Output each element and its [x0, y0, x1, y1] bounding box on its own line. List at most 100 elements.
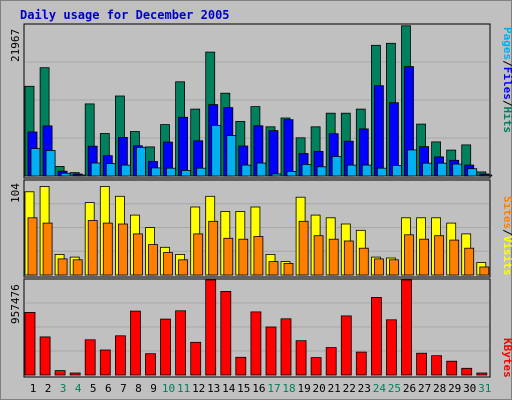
kbytes-bar-kbytes-day-7 — [115, 335, 126, 376]
legend-pages: Pages — [501, 27, 512, 60]
hits-bar-pages-day-31 — [482, 174, 493, 177]
x-tick-label-27: 27 — [418, 382, 431, 395]
x-tick-label-18: 18 — [282, 382, 295, 395]
kbytes-bar-kbytes-day-19 — [295, 340, 307, 376]
hits-bar-pages-day-6 — [105, 163, 116, 177]
kbytes-y-max-label: 957476 — [9, 284, 22, 324]
x-axis-labels: 1 2 3 4 5 6 7 8 9 10 11 12 13 14 15 16 17 18 19 20 21 22 23 24 2… — [30, 382, 492, 395]
x-tick-label-12: 12 — [192, 382, 205, 395]
hits-bar-pages-day-10 — [166, 167, 176, 177]
x-tick-label-20: 20 — [312, 382, 325, 395]
legend-files: Files — [501, 67, 512, 100]
hits-legend: Pages/Files/Hits — [501, 27, 512, 133]
kbytes-bar-kbytes-day-21 — [325, 347, 337, 376]
hits-bar-pages-day-2 — [45, 150, 56, 177]
visits-legend: Sites/Visits — [501, 196, 512, 276]
legend-visits: Visits — [501, 236, 512, 276]
visits-bar-sites-day-3 — [57, 258, 68, 276]
x-tick-label-30: 30 — [463, 382, 476, 395]
kbytes-bar-kbytes-day-27 — [416, 352, 428, 376]
kbytes-bar-kbytes-day-15 — [235, 356, 247, 376]
kbytes-legend: KBytes — [501, 338, 512, 378]
x-tick-label-28: 28 — [433, 382, 446, 395]
hits-bar-pages-day-26 — [407, 149, 417, 177]
legend-kbytes: KBytes — [501, 338, 512, 378]
kbytes-bars — [24, 279, 488, 376]
visits-bar-sites-day-30 — [464, 247, 475, 276]
x-tick-label-3: 3 — [60, 382, 67, 395]
kbytes-bar-kbytes-day-17 — [265, 326, 277, 376]
visits-bar-sites-day-13 — [208, 220, 219, 276]
kbytes-bar-kbytes-day-24 — [370, 296, 382, 376]
x-tick-label-6: 6 — [105, 382, 112, 395]
kbytes-bar-kbytes-day-13 — [205, 279, 217, 376]
kbytes-bar-kbytes-day-25 — [385, 319, 397, 376]
hits-bar-pages-day-22 — [346, 164, 357, 177]
hits-bar-pages-day-3 — [60, 172, 71, 177]
hits-bar-pages-day-28 — [437, 162, 448, 177]
hits-bar-pages-day-12 — [196, 167, 207, 177]
legend-sep-3: / — [501, 229, 512, 236]
kbytes-bar-kbytes-day-8 — [129, 310, 141, 376]
x-tick-label-22: 22 — [343, 382, 356, 395]
hits-bar-pages-day-11 — [181, 170, 192, 177]
visits-bar-sites-day-25 — [388, 259, 399, 276]
x-tick-label-17: 17 — [267, 382, 280, 395]
hits-bar-pages-day-13 — [211, 125, 222, 177]
kbytes-bar-kbytes-day-1 — [24, 311, 36, 376]
hits-bar-pages-day-30 — [467, 168, 478, 177]
visits-bar-sites-day-14 — [223, 237, 234, 276]
kbytes-bar-kbytes-day-11 — [175, 310, 187, 376]
hits-bar-files-day-11 — [178, 116, 189, 177]
x-tick-label-11: 11 — [177, 382, 190, 395]
visits-bar-sites-day-6 — [102, 222, 113, 276]
legend-sep-1: / — [501, 60, 512, 67]
kbytes-bar-kbytes-day-26 — [401, 279, 412, 376]
hits-bar-files-day-17 — [268, 130, 279, 177]
visits-bar-sites-day-2 — [42, 222, 53, 276]
visits-bar-sites-day-31 — [479, 266, 490, 276]
hits-bar-pages-day-19 — [301, 164, 312, 177]
hits-bar-pages-day-4 — [75, 174, 86, 177]
visits-bar-sites-day-9 — [148, 244, 158, 276]
legend-sep-2: / — [501, 100, 512, 107]
visits-bar-sites-day-11 — [178, 259, 189, 276]
kbytes-bar-kbytes-day-22 — [340, 315, 352, 376]
legend-hits: Hits — [501, 107, 512, 134]
hits-bar-pages-day-21 — [331, 156, 342, 177]
hits-bar-files-day-24 — [373, 85, 384, 177]
visits-bar-sites-day-8 — [132, 233, 143, 276]
x-tick-label-7: 7 — [120, 382, 127, 395]
x-tick-label-23: 23 — [358, 382, 371, 395]
visits-bars — [24, 186, 490, 276]
visits-bar-sites-day-22 — [343, 240, 354, 276]
kbytes-bar-kbytes-day-4 — [69, 372, 81, 376]
hits-bar-pages-day-24 — [376, 167, 387, 177]
hits-bars — [24, 25, 493, 177]
x-tick-label-4: 4 — [75, 382, 82, 395]
x-tick-label-14: 14 — [222, 382, 236, 395]
kbytes-bar-kbytes-day-6 — [99, 349, 111, 376]
kbytes-bar-kbytes-day-5 — [84, 339, 96, 376]
x-tick-label-31: 31 — [478, 382, 491, 395]
hits-bar-pages-day-25 — [391, 164, 402, 177]
hits-y-max-label: 21967 — [9, 29, 22, 62]
visits-bar-sites-day-24 — [373, 258, 384, 276]
hits-bar-pages-day-7 — [121, 164, 131, 177]
kbytes-bar-kbytes-day-30 — [461, 367, 473, 376]
x-tick-label-25: 25 — [388, 382, 401, 395]
visits-bar-sites-day-4 — [72, 259, 83, 276]
x-tick-label-13: 13 — [207, 382, 220, 395]
hits-bar-pages-day-27 — [422, 162, 433, 177]
kbytes-bar-kbytes-day-20 — [310, 357, 322, 376]
x-tick-label-1: 1 — [30, 382, 37, 395]
visits-bar-sites-day-29 — [449, 239, 460, 276]
visits-bar-sites-day-10 — [163, 252, 173, 276]
hits-bar-pages-day-5 — [90, 162, 101, 177]
kbytes-bar-kbytes-day-31 — [476, 372, 488, 376]
visits-bar-sites-day-5 — [87, 220, 98, 276]
kbytes-bar-kbytes-day-29 — [446, 360, 458, 376]
visits-bar-sites-day-27 — [419, 238, 430, 276]
x-tick-label-16: 16 — [252, 382, 265, 395]
visits-bar-sites-day-15 — [238, 238, 249, 276]
